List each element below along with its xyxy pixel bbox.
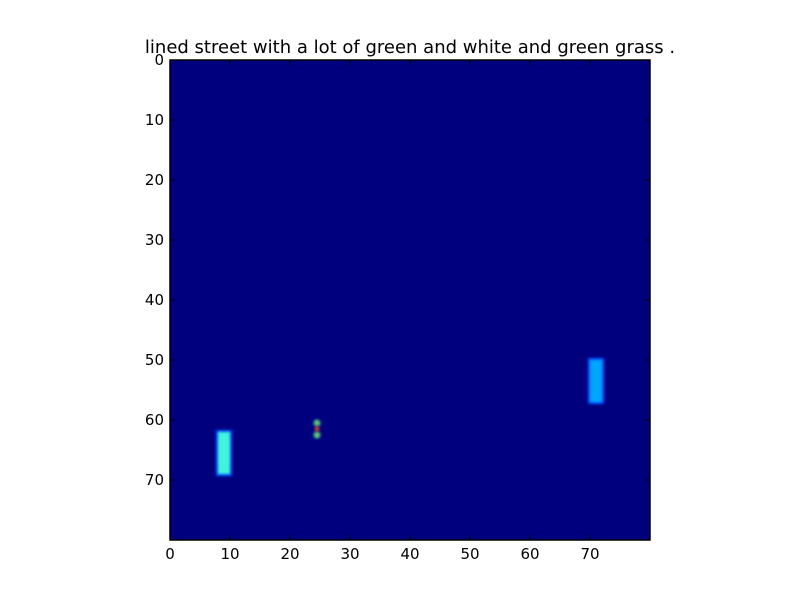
- x-axis: 0 10 20 30 40 50 60 70: [165, 60, 600, 563]
- y-tick-label: 50: [145, 351, 164, 369]
- y-tick-label: 10: [145, 111, 164, 129]
- heatmap-features: [216, 358, 604, 476]
- heatmap-dot-1: [313, 431, 321, 439]
- y-tick-label: 30: [145, 231, 164, 249]
- y-tick-label: 0: [154, 51, 164, 69]
- y-tick-label: 40: [145, 291, 164, 309]
- x-tick-label: 20: [280, 545, 299, 563]
- heatmap-dot-0: [313, 419, 321, 427]
- y-tick-label: 20: [145, 171, 164, 189]
- y-axis: 0 10 20 30 40 50 60 70: [145, 51, 650, 489]
- chart-title: lined street with a lot of green and whi…: [145, 37, 675, 58]
- x-tick-label: 0: [165, 545, 175, 563]
- x-tick-label: 30: [340, 545, 359, 563]
- x-tick-label: 60: [520, 545, 539, 563]
- y-tick-label: 60: [145, 411, 164, 429]
- plot-background: [170, 60, 650, 540]
- x-tick-label: 10: [220, 545, 239, 563]
- heatmap-bar-2: [590, 360, 602, 402]
- x-tick-label: 40: [400, 545, 419, 563]
- heatmap-dot-center: [314, 426, 320, 432]
- heatmap-bar-0: [218, 432, 230, 474]
- x-tick-label: 50: [460, 545, 479, 563]
- x-tick-label: 70: [580, 545, 599, 563]
- y-tick-label: 70: [145, 471, 164, 489]
